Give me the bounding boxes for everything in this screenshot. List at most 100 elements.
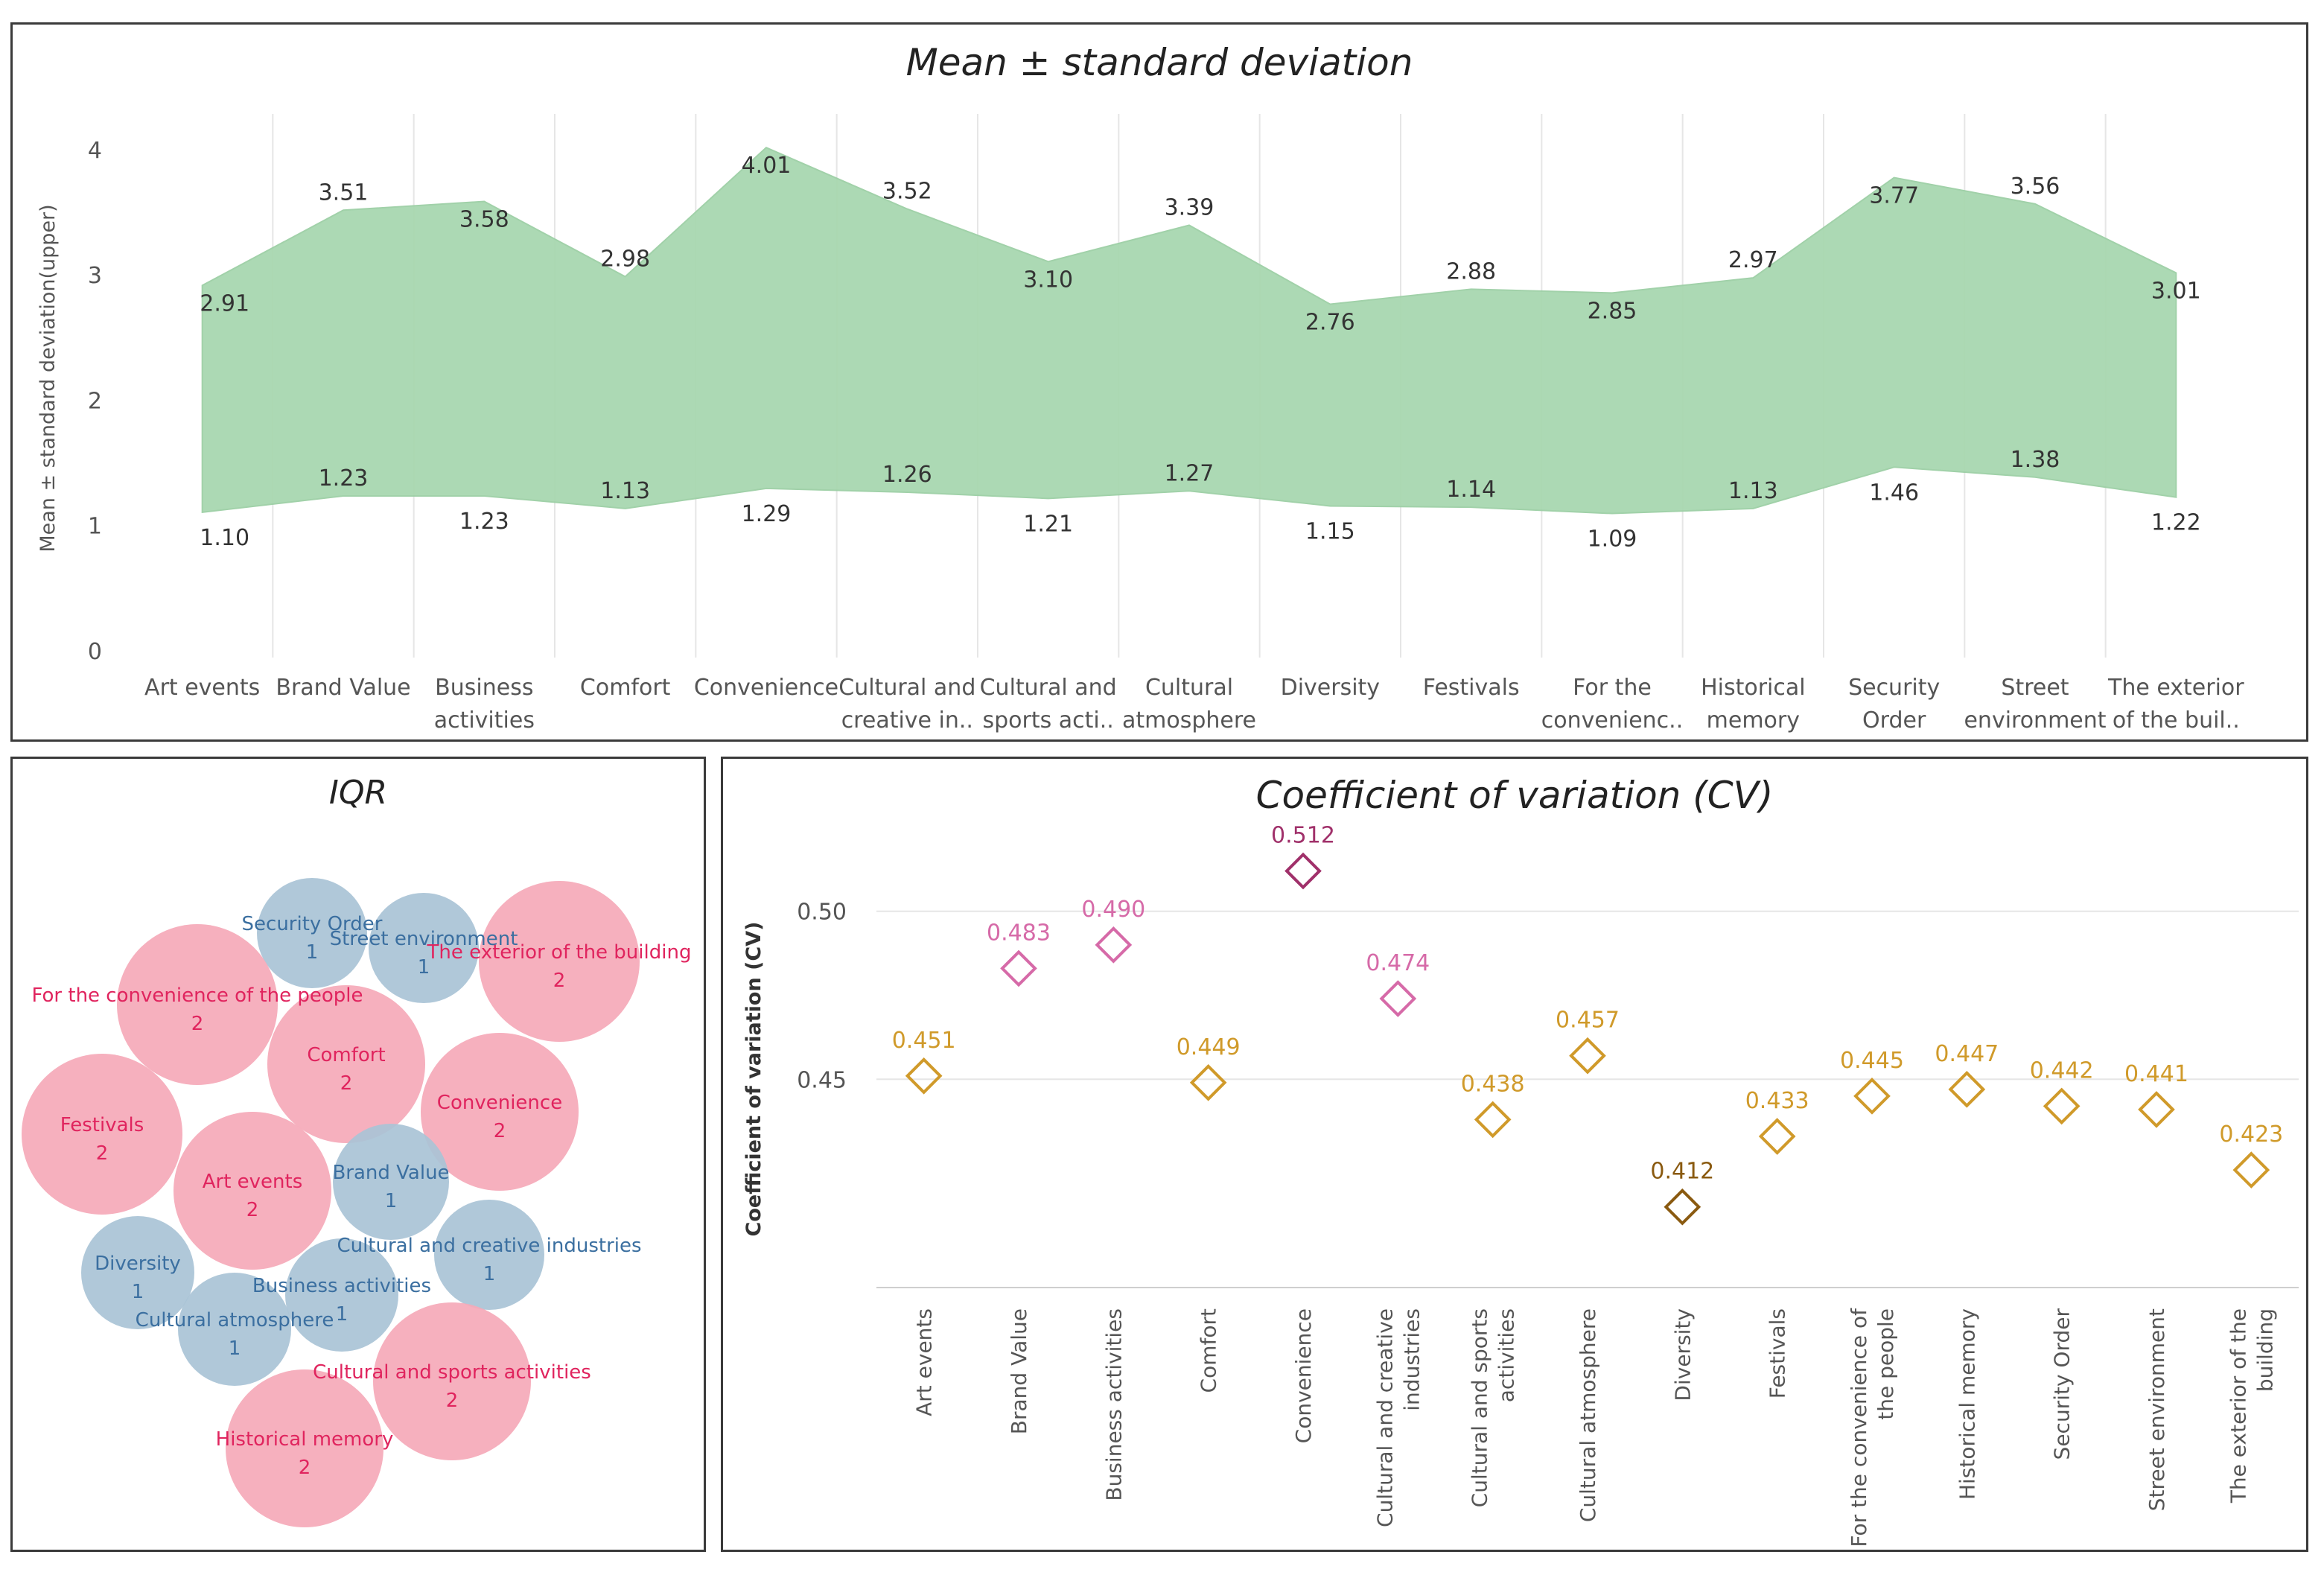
iqr-bubble-name: Business activities (252, 1275, 431, 1297)
y-axis-title: Coefficient of variation (CV) (742, 922, 765, 1237)
iqr-bubble (479, 881, 640, 1042)
upper-value-label: 3.39 (1165, 194, 1214, 220)
cv-value-label: 0.449 (1177, 1034, 1241, 1060)
lower-value-label: 1.21 (1023, 511, 1073, 537)
iqr-panel: IQR Security Order 1 Street environment 1 Th… (10, 757, 706, 1552)
lower-value-label: 1.38 (2011, 447, 2060, 473)
x-category-label: Festivals (1766, 1308, 1790, 1399)
iqr-bubble (373, 1302, 531, 1460)
y-tick-label: 0 (88, 639, 102, 665)
cv-value-label: 0.512 (1271, 823, 1335, 849)
y-tick-label: 3 (88, 263, 102, 289)
x-category-label: environment (1964, 707, 2106, 734)
upper-value-label: 2.76 (1305, 310, 1355, 336)
iqr-bubble-name: Cultural and creative industries (337, 1235, 641, 1257)
iqr-bubble-value: 1 (132, 1281, 144, 1303)
x-category-label: Business (435, 675, 533, 701)
cv-value-label: 0.445 (1840, 1048, 1904, 1074)
iqr-bubble-value: 1 (336, 1303, 348, 1326)
iqr-bubble-value: 1 (418, 956, 430, 979)
x-category-label: Cultural and (980, 675, 1117, 701)
lower-value-label: 1.23 (319, 465, 369, 491)
cv-point (1000, 949, 1037, 987)
cv-value-label: 0.441 (2124, 1061, 2188, 1087)
iqr-bubble-value: 1 (306, 941, 319, 964)
x-category-label: Art events (912, 1308, 937, 1416)
x-category-label: atmosphere (1122, 707, 1256, 734)
x-category-label: Street (2001, 675, 2069, 701)
lower-value-label: 1.14 (1446, 477, 1496, 503)
x-category-label: Comfort (1197, 1308, 1221, 1393)
x-category-label: Business activities (1101, 1308, 1126, 1501)
cv-point (905, 1057, 943, 1095)
cv-point (1379, 980, 1417, 1017)
iqr-bubble (369, 893, 479, 1003)
iqr-bubble-value: 1 (385, 1190, 398, 1212)
iqr-bubble (333, 1124, 449, 1240)
lower-value-label: 1.10 (200, 525, 249, 551)
lower-value-label: 1.26 (882, 462, 932, 488)
upper-value-label: 3.01 (2151, 278, 2201, 304)
iqr-bubble-name: Street environment (330, 928, 518, 950)
x-category-label: Security (1848, 675, 1940, 701)
upper-value-label: 3.10 (1023, 267, 1073, 293)
x-category-label: Order (1862, 707, 1926, 734)
x-category-label: Festivals (1423, 675, 1520, 701)
cv-point (1758, 1118, 1796, 1155)
x-category-label: Brand Value (276, 675, 410, 701)
lower-value-label: 1.23 (459, 509, 509, 535)
iqr-bubble (226, 1369, 383, 1527)
iqr-bubble-value: 1 (229, 1337, 241, 1360)
x-category-label: Cultural (1145, 675, 1233, 701)
lower-value-label: 1.15 (1305, 518, 1355, 544)
y-tick-label: 0.45 (797, 1067, 847, 1093)
upper-value-label: 2.88 (1446, 258, 1496, 284)
y-axis-title: Mean ± standard deviation(upper) (36, 204, 60, 552)
lower-value-label: 1.46 (1869, 480, 1919, 506)
iqr-bubble (173, 1112, 331, 1270)
cv-point (2232, 1151, 2270, 1189)
upper-value-label: 2.85 (1588, 298, 1637, 324)
cv-value-label: 0.438 (1461, 1071, 1525, 1097)
iqr-bubble (267, 985, 425, 1143)
x-category-label: memory (1707, 707, 1800, 734)
cv-value-label: 0.451 (892, 1028, 956, 1054)
x-category-label: the people (1873, 1308, 1898, 1420)
x-category-label: Art events (144, 675, 260, 701)
x-category-label: Historical (1701, 675, 1806, 701)
upper-value-label: 2.98 (600, 246, 650, 272)
x-category-label: Convenience (694, 675, 838, 701)
iqr-bubble-name: Historical memory (216, 1428, 394, 1451)
iqr-bubble-name: For the convenience of the people (31, 984, 363, 1007)
iqr-bubble-value: 2 (96, 1142, 109, 1165)
iqr-bubble (257, 878, 367, 988)
cv-point (2043, 1087, 2081, 1125)
lower-value-label: 1.22 (2151, 510, 2201, 536)
iqr-bubble-value: 2 (553, 970, 566, 992)
iqr-bubble-name: Brand Value (332, 1162, 449, 1184)
upper-value-label: 3.52 (882, 179, 932, 205)
cv-value-label: 0.490 (1081, 897, 1145, 923)
upper-value-label: 3.77 (1869, 183, 1919, 209)
iqr-bubble-name: The exterior of the building (427, 941, 692, 964)
x-category-label: Cultural atmosphere (1576, 1308, 1600, 1522)
x-category-label: Historical memory (1955, 1308, 1979, 1500)
iqr-bubble-value: 2 (340, 1072, 353, 1095)
x-category-label: building (2253, 1308, 2277, 1392)
cv-point (1095, 926, 1133, 964)
y-tick-label: 1 (88, 514, 102, 540)
cv-point (1569, 1037, 1606, 1075)
mean-sd-chart: 0 1 2 3 4 Mean ± standard deviation(upper) 2.9… (36, 114, 2244, 734)
y-tick-label: 4 (88, 138, 102, 164)
cv-value-label: 0.483 (987, 920, 1051, 946)
x-category-label: convenienc.. (1541, 707, 1683, 734)
x-category-label: creative in.. (841, 707, 973, 734)
x-category-label: For the (1573, 675, 1652, 701)
cv-value-label: 0.447 (1935, 1041, 1999, 1067)
iqr-bubble (22, 1054, 182, 1215)
cv-chart: 0.45 0.50 Coefficient of variation (CV) 0.4… (742, 823, 2299, 1547)
cv-point (1664, 1188, 1701, 1226)
x-category-label: activities (1494, 1308, 1519, 1402)
lower-value-label: 1.13 (600, 478, 650, 504)
iqr-bubble-value: 1 (483, 1263, 496, 1285)
